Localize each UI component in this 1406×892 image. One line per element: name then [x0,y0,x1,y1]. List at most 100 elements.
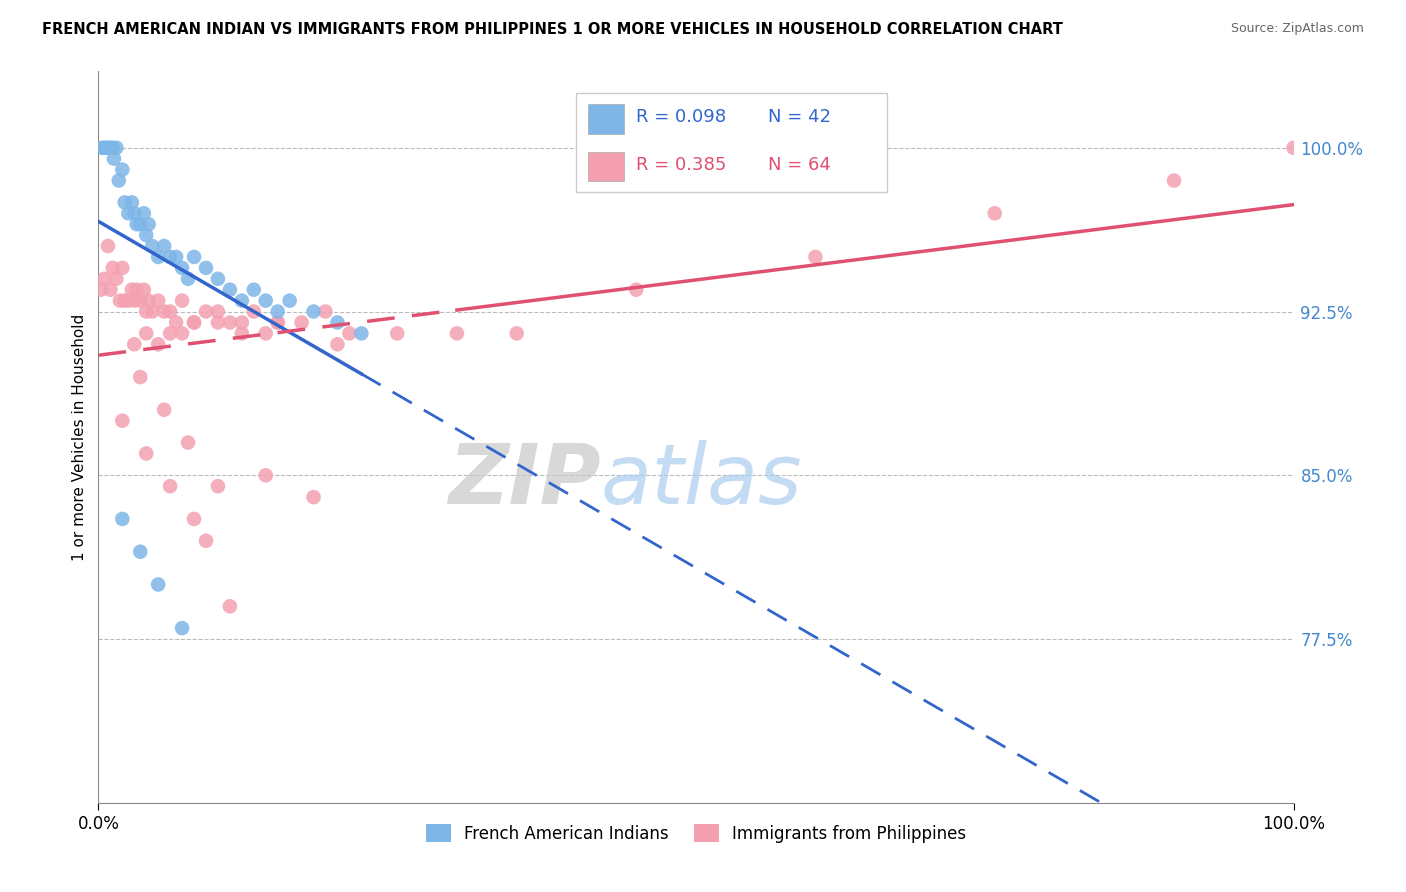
Point [254,293,277,308]
Point [1282,141,1305,155]
Point [111,414,134,428]
Point [138,217,160,231]
Point [177,435,200,450]
Point [108,293,131,308]
Point [148,337,170,351]
Point [129,545,152,559]
Y-axis label: 1 or more Vehicles in Household: 1 or more Vehicles in Household [72,313,87,561]
Point [804,250,827,264]
Point [231,326,253,341]
Point [165,250,187,264]
Point [97,239,120,253]
Point [153,304,176,318]
Point [195,260,218,275]
Point [93,141,115,155]
Point [446,326,468,341]
Point [165,315,187,329]
Point [207,272,229,286]
Text: N = 42: N = 42 [768,108,831,126]
Point [111,512,134,526]
Point [135,446,157,460]
Point [350,326,373,341]
Point [219,315,242,329]
Point [219,599,242,614]
Point [159,326,181,341]
Point [121,195,143,210]
Point [195,533,218,548]
Point [135,228,157,243]
Point [315,304,337,318]
Point [101,260,124,275]
Point [183,315,205,329]
Point [148,577,170,591]
Point [243,283,266,297]
Point [114,293,136,308]
Point [132,283,155,297]
Point [105,141,128,155]
Point [1163,173,1185,187]
Text: R = 0.385: R = 0.385 [637,156,727,174]
Point [124,206,146,220]
Point [135,304,157,318]
Point [117,206,139,220]
Point [207,304,229,318]
Point [231,293,253,308]
Point [326,337,349,351]
Point [291,315,314,329]
Point [94,141,117,155]
Point [267,315,290,329]
Point [231,315,253,329]
Legend: French American Indians, Immigrants from Philippines: French American Indians, Immigrants from… [419,818,973,849]
Point [125,217,148,231]
Point [141,304,163,318]
Point [121,283,143,297]
Point [326,315,349,329]
Point [207,479,229,493]
Text: FRENCH AMERICAN INDIAN VS IMMIGRANTS FROM PHILIPPINES 1 OR MORE VEHICLES IN HOUS: FRENCH AMERICAN INDIAN VS IMMIGRANTS FRO… [42,22,1063,37]
Point [148,250,170,264]
Point [172,260,194,275]
Point [105,272,128,286]
Point [107,173,129,187]
Point [153,239,176,253]
Point [302,490,325,504]
Point [153,402,176,417]
Point [172,293,194,308]
Text: ZIP: ZIP [447,441,600,522]
Point [626,283,648,297]
Point [91,141,114,155]
Point [114,195,136,210]
Point [159,304,181,318]
Point [129,293,152,308]
Point [302,304,325,318]
Point [111,260,134,275]
Point [254,326,277,341]
Point [135,326,157,341]
Point [207,315,229,329]
Point [267,315,290,329]
Point [183,315,205,329]
Point [172,621,194,635]
Point [124,293,146,308]
Point [129,370,152,384]
Point [339,326,361,341]
Point [159,250,181,264]
Point [93,272,115,286]
Point [141,239,163,253]
Point [984,206,1007,220]
Point [177,272,200,286]
Point [129,217,152,231]
FancyBboxPatch shape [589,152,624,181]
Point [243,304,266,318]
FancyBboxPatch shape [589,104,624,134]
Point [267,304,290,318]
Point [101,141,124,155]
Text: N = 64: N = 64 [768,156,831,174]
Point [183,512,205,526]
Point [219,283,242,297]
Point [506,326,529,341]
Text: Source: ZipAtlas.com: Source: ZipAtlas.com [1230,22,1364,36]
Point [183,250,205,264]
Point [98,283,122,297]
Point [98,141,122,155]
